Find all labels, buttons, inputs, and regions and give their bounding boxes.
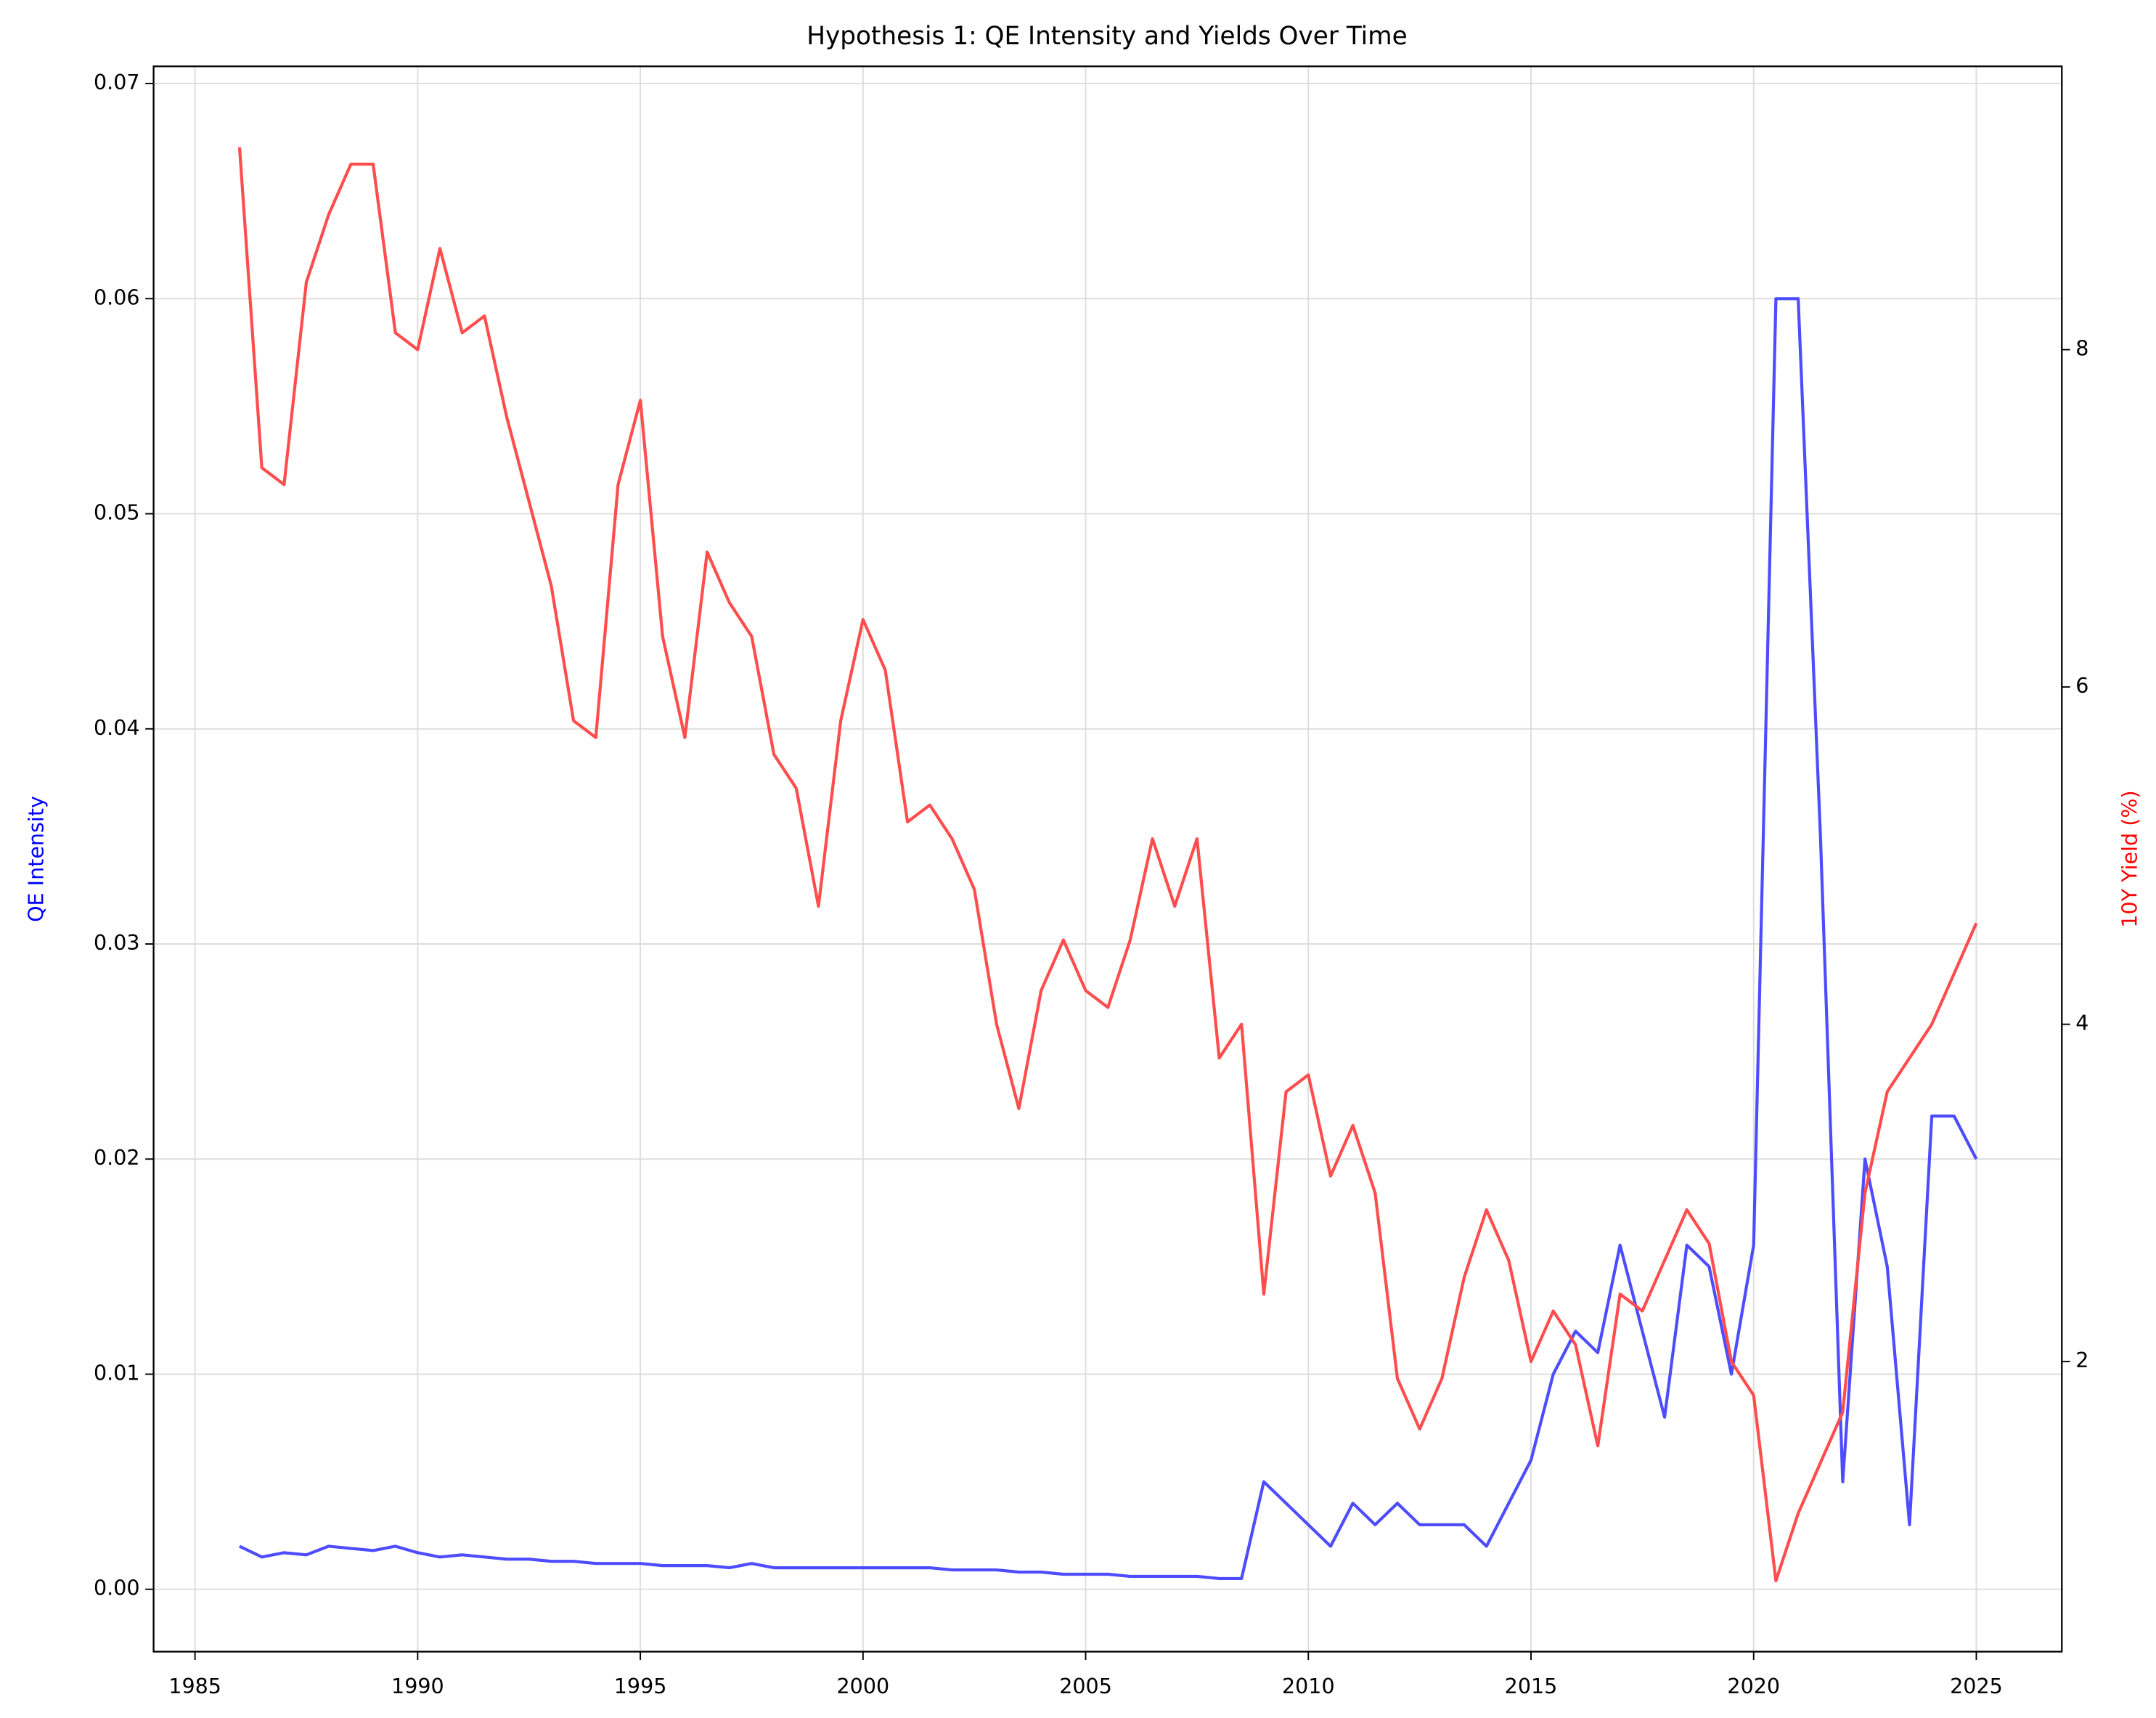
x-tick-label: 2000 (836, 1674, 889, 1698)
y2-axis-label: 10Y Yield (%) (2117, 790, 2141, 927)
y2-tick-label: 4 (2075, 1011, 2088, 1035)
series-line (239, 297, 1978, 1581)
y-axis-label: QE Intensity (24, 796, 49, 922)
x-tick-label: 2025 (1950, 1674, 2003, 1698)
x-tick-label: 1995 (614, 1674, 667, 1698)
y-tick-label: 0.06 (94, 285, 140, 309)
y-tick-label: 0.05 (94, 500, 140, 525)
y-tick-label: 0.00 (94, 1576, 140, 1600)
y-tick-label: 0.03 (94, 930, 140, 955)
plot-frame (152, 65, 2063, 1653)
x-tick-label: 2015 (1505, 1674, 1558, 1698)
y2-tick-label: 8 (2075, 336, 2088, 361)
x-tick-label: 2020 (1727, 1674, 1780, 1698)
y-tick-label: 0.02 (94, 1145, 140, 1170)
chart-title: Hypothesis 1: QE Intensity and Yields Ov… (807, 22, 1407, 51)
y-tick-label: 0.04 (94, 715, 140, 740)
series-line (237, 147, 1978, 1583)
y-tick-label: 0.01 (94, 1360, 140, 1385)
y-tick-label: 0.07 (94, 70, 140, 94)
x-tick-label: 1985 (168, 1674, 221, 1698)
y2-tick-label: 2 (2075, 1348, 2088, 1372)
x-tick-label: 2005 (1059, 1674, 1112, 1698)
y2-tick-label: 6 (2075, 673, 2088, 698)
x-tick-label: 2010 (1282, 1674, 1335, 1698)
x-tick-label: 1990 (391, 1674, 444, 1698)
